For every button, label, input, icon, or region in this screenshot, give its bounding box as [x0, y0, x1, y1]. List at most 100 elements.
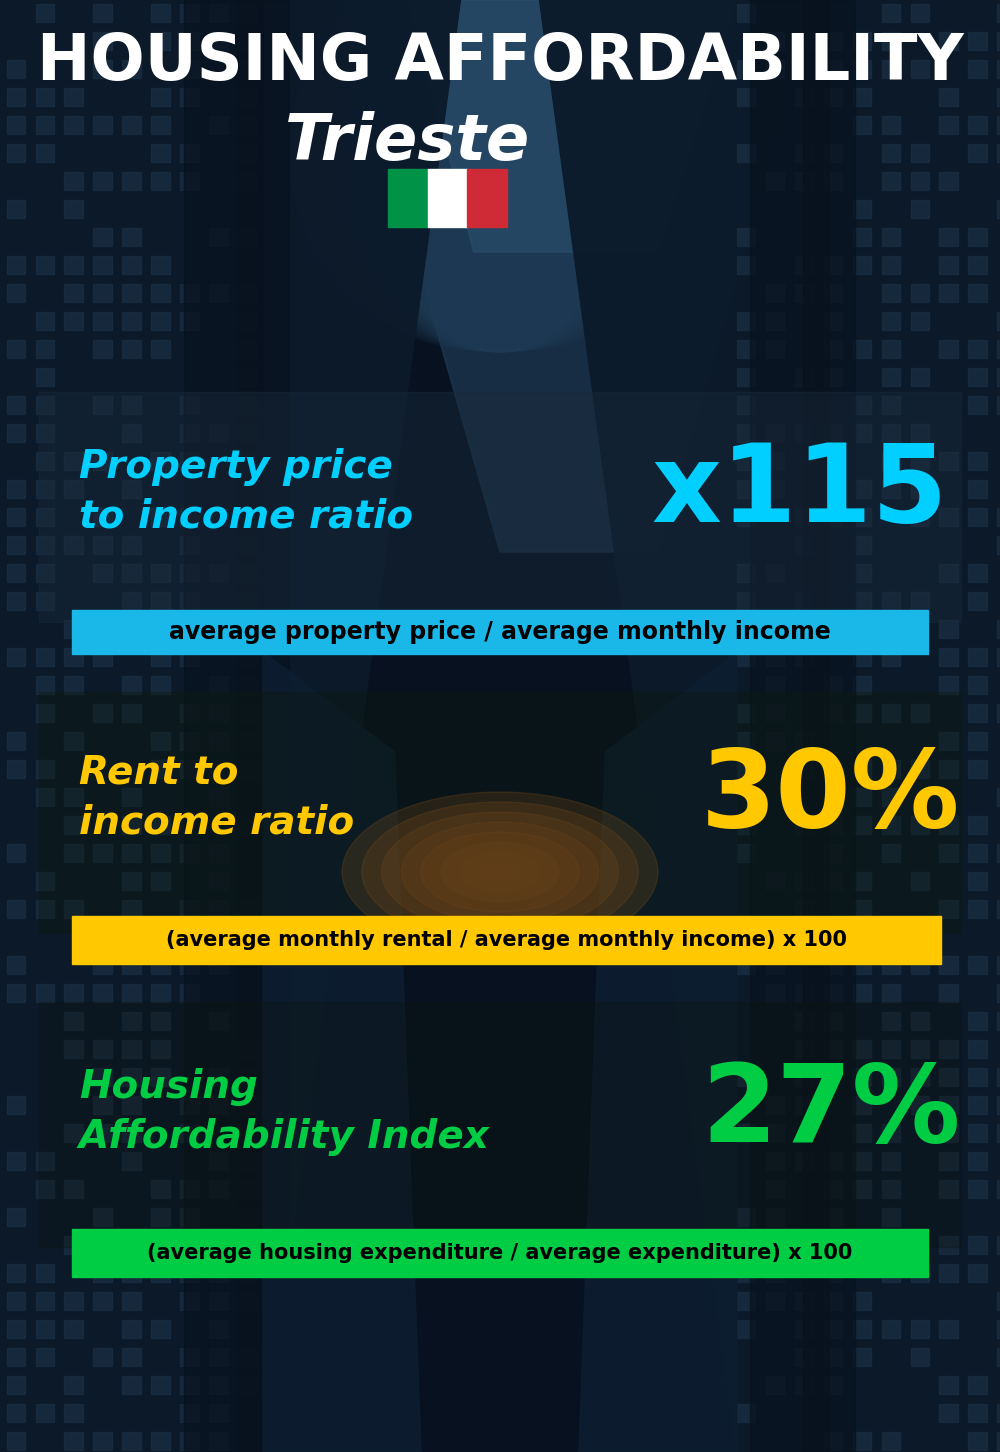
Bar [737, 285, 755, 302]
Bar [939, 285, 958, 302]
Bar [795, 928, 813, 947]
Bar [7, 732, 25, 751]
Bar [39, 693, 961, 932]
Bar [151, 1040, 170, 1059]
Bar [939, 144, 958, 163]
Bar [853, 228, 871, 245]
Bar [209, 536, 228, 555]
Bar [939, 1404, 958, 1422]
Bar [795, 312, 813, 330]
Bar [151, 1432, 170, 1451]
Bar [968, 955, 987, 974]
Bar [184, 0, 263, 1452]
Bar [853, 563, 871, 582]
Bar [238, 171, 257, 190]
Bar [997, 424, 1000, 441]
Bar [939, 171, 958, 190]
Bar [882, 89, 900, 106]
Bar [939, 312, 958, 330]
Bar [853, 816, 871, 833]
Bar [766, 481, 784, 498]
Bar [882, 481, 900, 498]
Bar [882, 648, 900, 666]
Bar [7, 1012, 25, 1029]
Bar [968, 1404, 987, 1422]
Bar [795, 4, 813, 22]
Bar [238, 60, 257, 78]
Bar [238, 788, 257, 806]
Bar [151, 367, 170, 386]
Bar [180, 200, 199, 218]
Bar [36, 1347, 54, 1366]
Bar [7, 536, 25, 555]
Bar [151, 1292, 170, 1310]
Ellipse shape [421, 832, 579, 912]
Bar [7, 481, 25, 498]
Bar [795, 171, 813, 190]
Bar [939, 452, 958, 470]
Bar [997, 285, 1000, 302]
Bar [795, 844, 813, 862]
Bar [795, 1347, 813, 1366]
Bar [997, 200, 1000, 218]
Bar [238, 620, 257, 637]
Bar [122, 677, 141, 694]
Bar [93, 312, 112, 330]
Bar [64, 89, 83, 106]
Bar [209, 873, 228, 890]
Text: Affordability Index: Affordability Index [79, 1118, 490, 1156]
Bar [238, 816, 257, 833]
Bar [824, 1265, 842, 1282]
Bar [737, 144, 755, 163]
Bar [853, 481, 871, 498]
Bar [968, 1376, 987, 1394]
Bar [180, 1124, 199, 1143]
Bar [737, 1265, 755, 1282]
Bar [64, 200, 83, 218]
Bar [238, 1432, 257, 1451]
Bar [238, 4, 257, 22]
Bar [911, 900, 929, 918]
Bar [36, 563, 54, 582]
Bar [766, 1012, 784, 1029]
Bar [803, 0, 855, 1452]
Bar [151, 116, 170, 134]
Bar [824, 592, 842, 610]
Bar [911, 1347, 929, 1366]
Bar [180, 367, 199, 386]
Bar [968, 256, 987, 274]
Bar [151, 620, 170, 637]
Bar [7, 1096, 25, 1114]
Bar [737, 1320, 755, 1337]
Bar [853, 592, 871, 610]
Bar [882, 1265, 900, 1282]
Bar [997, 1432, 1000, 1451]
Bar [737, 171, 755, 190]
Bar [997, 1347, 1000, 1366]
Bar [997, 592, 1000, 610]
Bar [209, 508, 228, 526]
Bar [997, 60, 1000, 78]
Bar [968, 1347, 987, 1366]
Bar [968, 984, 987, 1002]
Bar [824, 396, 842, 414]
Text: HOUSING AFFORDABILITY: HOUSING AFFORDABILITY [37, 30, 963, 93]
Bar [939, 677, 958, 694]
Bar [36, 32, 54, 49]
Bar [882, 32, 900, 49]
Bar [151, 424, 170, 441]
Bar [93, 396, 112, 414]
Bar [911, 816, 929, 833]
Bar [911, 256, 929, 274]
Bar [939, 1432, 958, 1451]
Bar [7, 144, 25, 163]
Bar [997, 452, 1000, 470]
Bar [64, 1236, 83, 1255]
Bar [853, 1320, 871, 1337]
Bar [795, 1180, 813, 1198]
Bar [911, 1208, 929, 1225]
Bar [766, 1180, 784, 1198]
Bar [882, 116, 900, 134]
Bar [7, 1292, 25, 1310]
Bar [737, 367, 755, 386]
